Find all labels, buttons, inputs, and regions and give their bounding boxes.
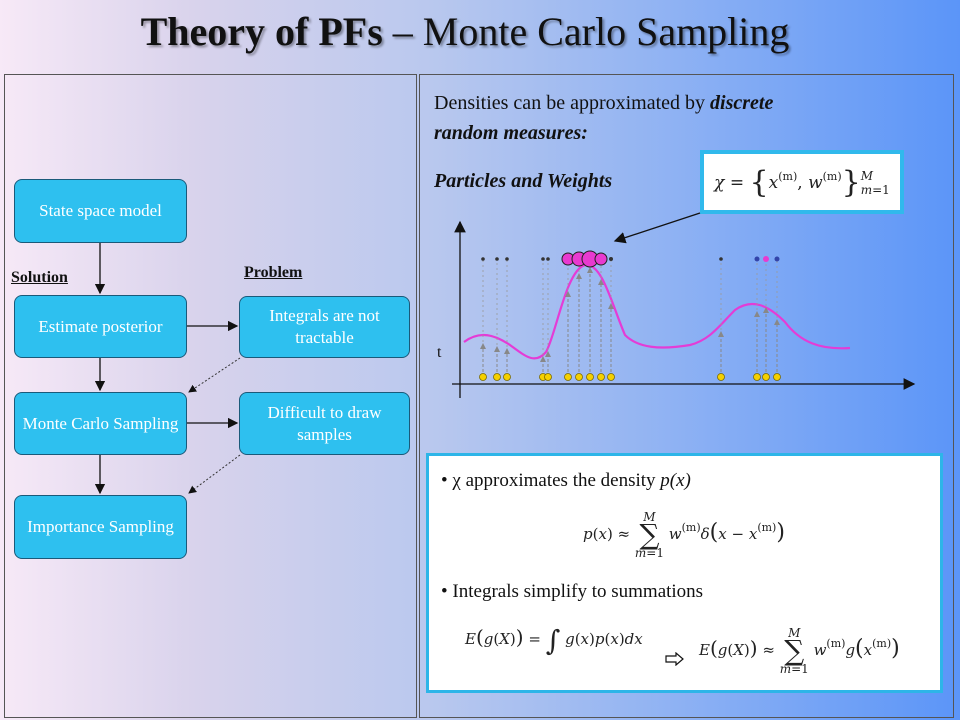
- implies-arrow-icon: [665, 652, 684, 666]
- summary-box: • χ approximates the density p(x) p(x) ≈…: [426, 453, 943, 693]
- flow-connectors: [94, 243, 241, 495]
- integrals-not-tractable-box: Integrals are not tractable: [239, 296, 410, 358]
- density-px: p(x): [660, 470, 691, 491]
- importance-sampling-box: Importance Sampling: [14, 495, 187, 559]
- left-panel: [4, 74, 417, 718]
- right-panel: [419, 74, 954, 718]
- discrete-word: discrete: [710, 92, 774, 114]
- state-space-model-box: State space model: [14, 179, 187, 243]
- difficult-to-draw-box: Difficult to draw samples: [239, 392, 410, 455]
- title-bold: Theory of PFs: [140, 9, 383, 54]
- density-approx-formula: p(x) ≈ M ∑ m=1 w(m)δ(x − x(m)): [583, 510, 785, 560]
- monte-carlo-sampling-box: Monte Carlo Sampling: [14, 392, 187, 455]
- expectation-integral-formula: E(g(X)) = ∫ g(x)p(x)dx: [465, 624, 643, 657]
- bullet-approximates: • χ approximates the density p(x): [441, 470, 691, 491]
- particles-weights-label: Particles and Weights: [434, 170, 613, 192]
- problem-label: Problem: [244, 264, 303, 281]
- dotted-integrals-to-mc: [188, 357, 241, 393]
- page-title: Theory of PFs – Monte Carlo Sampling: [0, 8, 930, 55]
- densities-line-1: Densities can be approximated by discret…: [434, 92, 774, 114]
- expectation-sum-formula: E(g(X)) ≈ M ∑ m=1 w(m)g(x(m)): [699, 626, 900, 676]
- dotted-difficult-to-is: [188, 454, 241, 494]
- bullet-integrals: • Integrals simplify to summations: [441, 581, 704, 602]
- estimate-posterior-box: Estimate posterior: [14, 295, 187, 358]
- title-rest: – Monte Carlo Sampling: [382, 9, 790, 54]
- solution-label: Solution: [11, 269, 68, 286]
- densities-line-2: random measures:: [434, 122, 588, 144]
